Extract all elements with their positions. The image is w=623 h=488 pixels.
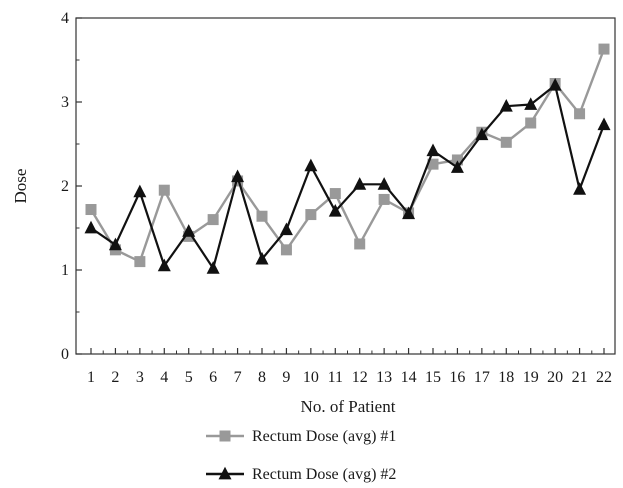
x-tick-label: 2 bbox=[111, 369, 119, 386]
x-tick-label: 16 bbox=[449, 369, 465, 386]
x-tick-label: 7 bbox=[234, 369, 242, 386]
x-tick-label: 3 bbox=[136, 369, 144, 386]
legend-item-2: Rectum Dose (avg) #2 bbox=[206, 466, 396, 483]
y-tick-label: 4 bbox=[61, 10, 69, 27]
data-point bbox=[598, 43, 610, 55]
x-tick-label: 12 bbox=[352, 369, 368, 386]
legend-marker bbox=[219, 430, 231, 442]
x-tick-label: 13 bbox=[376, 369, 392, 386]
x-tick-label: 14 bbox=[401, 369, 417, 386]
data-point bbox=[475, 127, 489, 141]
data-point bbox=[499, 99, 513, 112]
data-point bbox=[426, 143, 440, 157]
series-line bbox=[89, 48, 606, 263]
data-point bbox=[206, 261, 220, 274]
data-point bbox=[133, 184, 147, 198]
y-tick-label: 1 bbox=[61, 262, 69, 279]
series-layer bbox=[84, 43, 611, 274]
x-tick-label: 11 bbox=[328, 369, 343, 386]
series-1 bbox=[85, 43, 610, 268]
x-tick-label: 9 bbox=[282, 369, 290, 386]
data-point bbox=[402, 206, 416, 220]
data-point bbox=[108, 237, 122, 251]
y-tick-label: 2 bbox=[61, 178, 69, 195]
data-point bbox=[329, 188, 341, 200]
data-point bbox=[182, 224, 196, 237]
x-tick-label: 17 bbox=[474, 369, 490, 386]
data-point bbox=[304, 158, 318, 172]
data-point bbox=[354, 238, 366, 250]
series-2 bbox=[84, 78, 611, 274]
data-point bbox=[573, 182, 587, 195]
x-tick-label: 10 bbox=[303, 369, 319, 386]
x-tick-label: 20 bbox=[547, 369, 563, 386]
data-point bbox=[524, 97, 538, 110]
data-point bbox=[378, 193, 390, 205]
x-tick-label: 22 bbox=[596, 369, 612, 386]
data-point bbox=[280, 244, 292, 256]
x-tick-label: 19 bbox=[523, 369, 539, 386]
data-point bbox=[597, 117, 611, 131]
data-point bbox=[231, 169, 245, 183]
data-point bbox=[256, 210, 268, 222]
x-tick-label: 8 bbox=[258, 369, 266, 386]
data-point bbox=[328, 204, 342, 217]
data-point bbox=[279, 222, 293, 236]
legend-item-1: Rectum Dose (avg) #1 bbox=[206, 428, 396, 445]
data-point bbox=[158, 184, 170, 196]
x-tick-label: 5 bbox=[185, 369, 193, 386]
data-point bbox=[353, 177, 367, 190]
data-point bbox=[450, 160, 464, 173]
x-tick-label: 18 bbox=[498, 369, 514, 386]
legend: Rectum Dose (avg) #1 Rectum Dose (avg) #2 bbox=[206, 428, 396, 483]
y-tick-label: 0 bbox=[61, 346, 69, 363]
data-point bbox=[157, 258, 171, 272]
x-tick-label: 6 bbox=[209, 369, 217, 386]
data-point bbox=[427, 158, 439, 170]
data-point bbox=[84, 220, 98, 234]
x-tick-label: 21 bbox=[572, 369, 588, 386]
y-axis-title: Dose bbox=[11, 169, 30, 204]
x-tick-label: 4 bbox=[160, 369, 168, 386]
y-tick-label: 3 bbox=[61, 94, 69, 111]
data-point bbox=[377, 177, 391, 190]
data-point bbox=[548, 78, 562, 91]
data-point bbox=[525, 117, 537, 129]
legend-label: Rectum Dose (avg) #2 bbox=[252, 466, 396, 483]
plot-frame bbox=[75, 17, 616, 355]
legend-label: Rectum Dose (avg) #1 bbox=[252, 428, 396, 445]
data-point bbox=[451, 154, 463, 166]
x-tick-label: 1 bbox=[87, 369, 95, 386]
series-line bbox=[90, 84, 606, 270]
data-point bbox=[134, 256, 146, 268]
x-tick-label: 15 bbox=[425, 369, 441, 386]
x-axis-title: No. of Patient bbox=[301, 397, 396, 416]
data-point bbox=[207, 214, 219, 226]
legend-marker bbox=[218, 466, 232, 480]
data-point bbox=[255, 251, 269, 265]
data-point bbox=[85, 204, 97, 216]
data-point bbox=[500, 136, 512, 148]
data-point bbox=[305, 209, 317, 221]
data-point bbox=[574, 108, 586, 120]
